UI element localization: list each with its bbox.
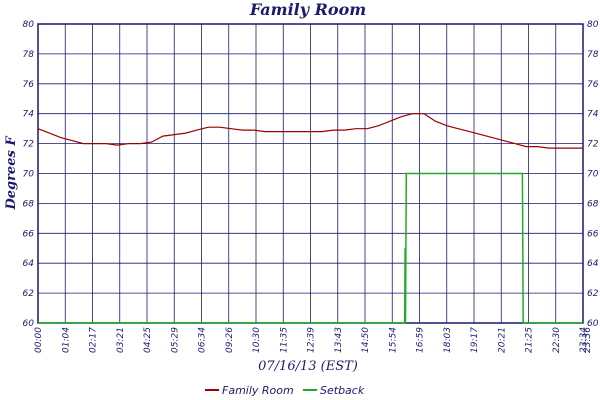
x-ticks: 00:00 01:04 02:17 03:21 04:25 05:29 06:34 09:26…	[34, 327, 593, 353]
y-tick-label: 62	[23, 289, 35, 299]
y-tick-label: 74	[23, 110, 35, 120]
y-tick-label-right: 78	[587, 50, 599, 60]
x-tick-label: 15:54	[388, 327, 398, 353]
x-axis-label: 07/16/13 (EST)	[258, 359, 358, 374]
y-tick-label: 64	[23, 259, 35, 269]
x-tick-label: 13:43	[334, 327, 344, 353]
y-tick-label: 78	[23, 50, 35, 60]
y-tick-label-right: 66	[587, 229, 599, 239]
x-tick-label: 16:59	[416, 327, 426, 353]
y-tick-label-right: 72	[587, 140, 599, 150]
x-tick-label: 18:03	[443, 327, 453, 353]
x-tick-label: 22:30	[552, 327, 562, 353]
series-line-family-room	[37, 113, 583, 149]
y-ticks-right: 60 62 64 66 68 70 72 74 76 78 80	[587, 20, 599, 329]
x-tick-label: 12:39	[307, 327, 317, 353]
y-tick-label-right: 64	[587, 259, 599, 269]
y-tick-label: 76	[23, 80, 35, 90]
series-group	[37, 113, 583, 324]
x-tick-label: 19:17	[470, 327, 480, 353]
y-tick-label: 72	[23, 140, 35, 150]
x-tick-label: 09:26	[225, 327, 235, 353]
x-tick-label: 02:17	[89, 327, 99, 353]
y-tick-label-right: 76	[587, 80, 599, 90]
y-tick-label: 68	[23, 199, 35, 209]
series-line-setback	[38, 172, 583, 324]
x-tick-label: 11:35	[279, 327, 289, 353]
y-tick-label: 60	[23, 319, 35, 329]
y-tick-label-right: 74	[587, 110, 599, 120]
y-ticks-left: 60 62 64 66 68 70 72 74 76 78 80	[23, 20, 35, 329]
x-tick-label: 10:30	[252, 327, 262, 353]
y-tick-label: 66	[23, 229, 35, 239]
x-tick-label: 06:34	[198, 327, 208, 353]
chart-title: Family Room	[249, 0, 366, 19]
x-tick-label: 05:29	[170, 327, 180, 353]
x-tick-label: 00:00	[34, 327, 44, 353]
y-axis-label: Degrees F	[4, 136, 19, 211]
x-tick-label: 03:21	[116, 327, 126, 353]
y-tick-label: 80	[23, 20, 35, 30]
y-tick-label-right: 68	[587, 199, 599, 209]
y-tick-label-right: 70	[587, 170, 599, 180]
x-tick-label: 21:25	[525, 327, 535, 353]
y-tick-label-right: 62	[587, 289, 599, 299]
y-tick-label-right: 80	[587, 20, 599, 30]
x-tick-label: 23:34	[579, 327, 589, 353]
x-tick-label: 01:04	[61, 327, 71, 353]
x-tick-label: 20:21	[497, 327, 507, 353]
legend: Family Room Setback	[205, 384, 365, 397]
legend-label-setback: Setback	[320, 384, 365, 397]
legend-label-family-room: Family Room	[222, 384, 294, 397]
x-tick-label: 23:36	[583, 327, 593, 353]
x-tick-label: 14:50	[361, 327, 371, 353]
y-tick-label: 70	[23, 170, 35, 180]
x-tick-label: 04:25	[143, 327, 153, 353]
y-tick-label-right: 60	[587, 319, 599, 329]
